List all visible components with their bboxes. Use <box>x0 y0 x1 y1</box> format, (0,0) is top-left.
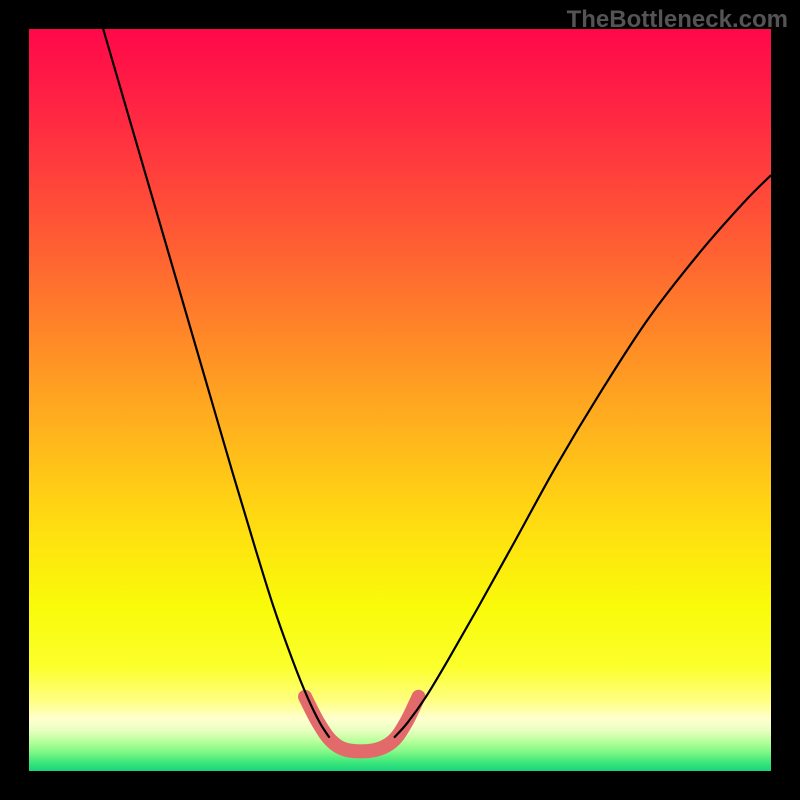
right-branch-path <box>394 175 771 737</box>
bottom-accent-path <box>305 697 419 752</box>
left-branch-path <box>103 29 329 738</box>
watermark-text: TheBottleneck.com <box>567 6 788 34</box>
plot-area <box>29 29 771 771</box>
curve-layer <box>29 29 771 771</box>
chart-stage: TheBottleneck.com <box>0 0 800 800</box>
